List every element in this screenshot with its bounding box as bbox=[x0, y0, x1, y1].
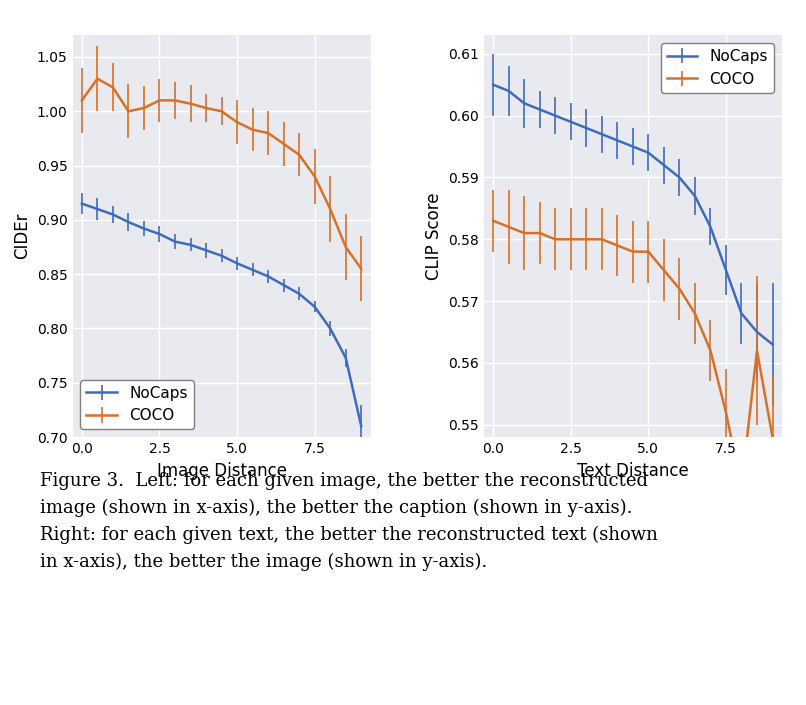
Y-axis label: CIDEr: CIDEr bbox=[14, 213, 31, 259]
X-axis label: Text Distance: Text Distance bbox=[577, 462, 688, 479]
Text: Figure 3.  Left: for each given image, the better the reconstructed
image (shown: Figure 3. Left: for each given image, th… bbox=[40, 472, 659, 571]
Legend: NoCaps, COCO: NoCaps, COCO bbox=[80, 379, 193, 429]
X-axis label: Image Distance: Image Distance bbox=[156, 462, 287, 479]
Legend: NoCaps, COCO: NoCaps, COCO bbox=[661, 43, 775, 93]
Y-axis label: CLIP Score: CLIP Score bbox=[425, 192, 442, 280]
